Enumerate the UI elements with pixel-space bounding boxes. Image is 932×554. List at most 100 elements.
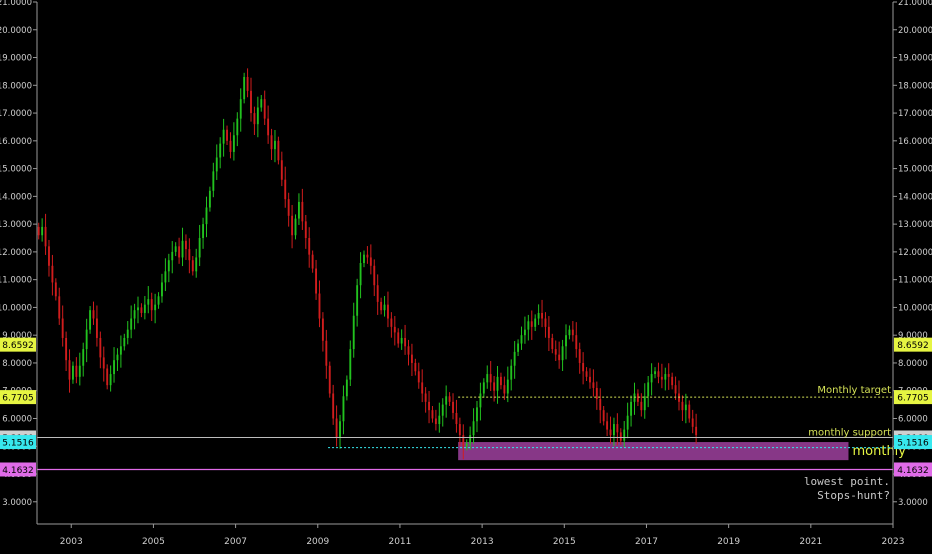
candle-body	[650, 374, 653, 383]
candle-body	[359, 263, 362, 286]
y-tick-label-left: 13.0000	[0, 220, 32, 230]
candle-body	[465, 443, 468, 447]
y-tick-label-right: 6.0000	[898, 414, 928, 424]
candle-body	[198, 238, 201, 258]
candle-body	[493, 382, 496, 391]
price-tag-right-text: 6.7705	[897, 394, 929, 404]
candle-body	[688, 404, 691, 419]
candle-body	[325, 340, 328, 366]
annotation-lowest-point: lowest point.	[804, 475, 890, 488]
candle-body	[630, 401, 633, 416]
y-tick-label-right: 16.0000	[898, 137, 932, 147]
candle-body	[383, 304, 386, 311]
candle-body	[428, 401, 430, 411]
candle-body	[106, 368, 109, 386]
candle-body	[424, 393, 427, 402]
candle-body	[541, 312, 543, 319]
candle-body	[633, 393, 636, 402]
candle-body	[123, 337, 126, 347]
candle-body	[558, 354, 561, 361]
candle-body	[657, 371, 660, 377]
price-tag-right-text: 4.1632	[897, 466, 929, 476]
candle-body	[380, 301, 383, 311]
candle-body	[236, 118, 239, 136]
candle-body	[520, 335, 523, 344]
y-tick-label-right: 12.0000	[898, 248, 932, 258]
candle-body	[376, 285, 379, 302]
candle-body	[595, 387, 598, 400]
candle-body	[277, 140, 280, 161]
candle-body	[61, 318, 64, 338]
candle-body	[664, 374, 667, 380]
price-tag-right-text: 8.6592	[897, 341, 929, 351]
x-tick-label: 2007	[224, 537, 247, 547]
candle-body	[623, 429, 626, 441]
candle-body	[636, 393, 639, 402]
candle-body	[147, 299, 150, 305]
candle-body	[78, 365, 81, 377]
candle-body	[37, 226, 40, 236]
candle-body	[250, 90, 252, 114]
candle-body	[356, 285, 359, 316]
candle-body	[441, 404, 444, 416]
candle-body	[253, 113, 256, 125]
candle-body	[349, 349, 352, 380]
candle-body	[647, 382, 650, 397]
candle-body	[109, 374, 112, 386]
candle-body	[455, 412, 458, 425]
price-tag-left-text: 8.6592	[2, 341, 34, 351]
candle-body	[452, 401, 454, 413]
candle-body	[287, 199, 290, 216]
candle-body	[390, 318, 393, 327]
y-tick-label-left: 17.0000	[0, 109, 32, 119]
candle-body	[92, 310, 95, 319]
candle-body	[458, 424, 461, 436]
candle-body	[609, 429, 612, 436]
candle-body	[181, 240, 184, 258]
candle-body	[534, 318, 537, 327]
candle-body	[513, 351, 516, 366]
candle-body	[476, 407, 478, 422]
y-tick-label-right: 3.0000	[898, 498, 928, 508]
candle-body	[130, 318, 133, 330]
candle-body	[678, 393, 680, 402]
candle-body	[89, 310, 92, 330]
price-tag-right	[894, 390, 932, 405]
candle-body	[626, 415, 629, 430]
candle-body	[215, 157, 218, 172]
candle-body	[143, 304, 146, 313]
candle-body	[41, 226, 44, 236]
y-tick-label-right: 13.0000	[898, 220, 932, 230]
candle-body	[212, 171, 215, 191]
candle-body	[260, 99, 263, 108]
y-tick-label-left: 11.0000	[0, 276, 32, 286]
candle-body	[195, 257, 198, 272]
y-tick-label-right: 20.0000	[898, 26, 932, 36]
y-tick-label-left: 15.0000	[0, 165, 32, 175]
candle-body	[75, 365, 78, 377]
candle-body	[246, 76, 249, 91]
candle-body	[544, 318, 547, 327]
x-tick-label: 2021	[799, 537, 822, 547]
candle-body	[102, 357, 105, 369]
candle-body	[315, 268, 317, 294]
candle-body	[500, 376, 502, 386]
candle-body	[274, 140, 276, 150]
candle-body	[568, 329, 571, 336]
candle-body	[308, 238, 311, 255]
candle-body	[616, 424, 619, 433]
x-tick-label: 2005	[142, 537, 165, 547]
candle-body	[65, 337, 68, 361]
x-tick-label: 2003	[60, 537, 83, 547]
candle-body	[695, 426, 698, 436]
candle-body	[554, 349, 557, 355]
monthly-target-label: Monthly target	[817, 385, 891, 396]
x-tick-label: 2011	[388, 537, 411, 547]
candle-body	[575, 335, 578, 350]
candle-body	[373, 265, 376, 286]
candle-body	[82, 349, 85, 366]
candle-body	[434, 418, 437, 425]
candle-body	[99, 337, 102, 358]
candle-body	[318, 293, 321, 319]
